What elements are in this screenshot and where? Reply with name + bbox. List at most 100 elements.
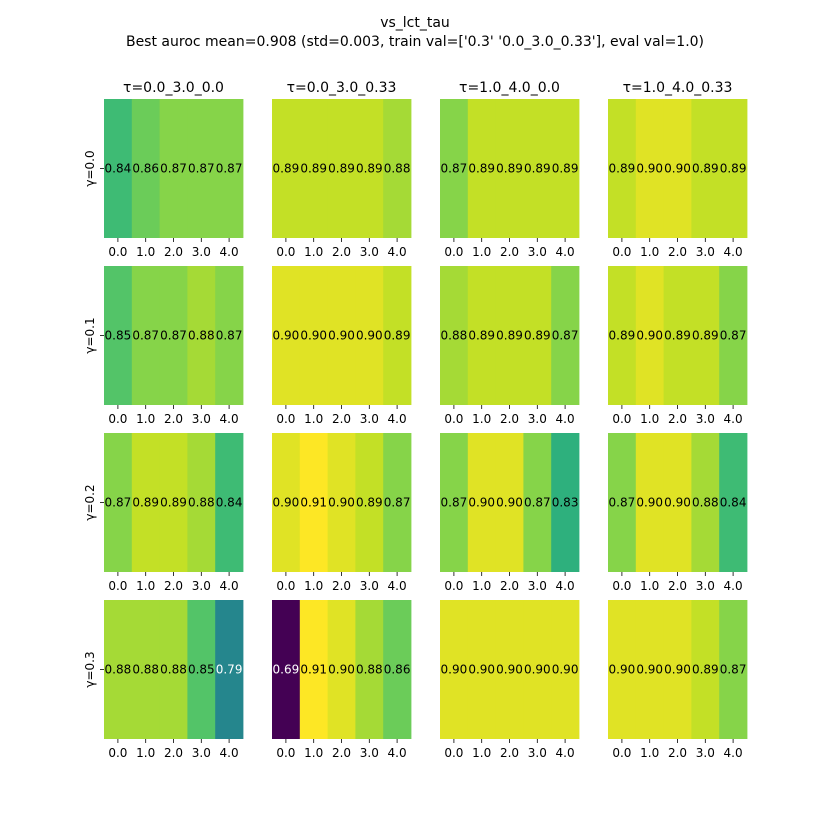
cell-value-label: 0.83 [552, 496, 579, 510]
cell-value-label: 0.89 [552, 162, 579, 176]
cell-value-label: 0.89 [720, 162, 747, 176]
cell-value-label: 0.90 [496, 496, 523, 510]
x-tick-label: 1.0 [304, 412, 323, 426]
cell-value-label: 0.89 [524, 329, 551, 343]
cell-value-label: 0.90 [328, 496, 355, 510]
heatmap-cell [383, 99, 412, 238]
cell-value-label: 0.90 [664, 663, 691, 677]
heatmap-cell [523, 266, 552, 405]
heatmap-cell [440, 433, 469, 572]
x-tick-label: 2.0 [164, 412, 183, 426]
heatmap-cell [272, 266, 301, 405]
x-tick-label: 1.0 [640, 412, 659, 426]
heatmap-cell [159, 433, 188, 572]
cell-value-label: 0.84 [105, 162, 132, 176]
cell-value-label: 0.89 [356, 496, 383, 510]
heatmap-cell [327, 433, 356, 572]
cell-value-label: 0.87 [188, 162, 215, 176]
cell-value-label: 0.85 [105, 329, 132, 343]
heatmap-cell [635, 99, 664, 238]
heatmap-cell [691, 99, 720, 238]
heatmap-cell [608, 99, 637, 238]
x-tick-label: 4.0 [724, 746, 743, 760]
heatmap-cell [272, 600, 301, 739]
row-label-1: γ=0.1 [83, 317, 97, 353]
panel-r2-c0: 0.87 0.89 0.89 0.88 0.840.0 1.0 2.0 3.0 4.0 [100, 433, 244, 593]
cell-value-label: 0.90 [328, 329, 355, 343]
heatmap-cell [467, 266, 496, 405]
x-tick-label: 1.0 [304, 746, 323, 760]
cell-value-label: 0.86 [384, 663, 411, 677]
cell-value-label: 0.90 [609, 663, 636, 677]
cell-value-label: 0.89 [384, 329, 411, 343]
cell-value-label: 0.89 [300, 162, 327, 176]
cell-value-label: 0.89 [692, 162, 719, 176]
x-tick-label: 4.0 [388, 245, 407, 259]
heatmap-cell [355, 266, 384, 405]
x-tick-label: 3.0 [528, 245, 547, 259]
panels-layer: τ=0.0_3.0_0.0 τ=0.0_3.0_0.33 τ=1.0_4.0_0.0… [83, 80, 748, 760]
heatmap-cell [215, 433, 244, 572]
x-tick-label: 1.0 [136, 746, 155, 760]
heatmap-cell [187, 433, 216, 572]
cell-value-label: 0.90 [552, 663, 579, 677]
panel-r1-c3: 0.89 0.90 0.89 0.89 0.870.0 1.0 2.0 3.0 4.0 [608, 266, 748, 426]
x-tick-label: 4.0 [388, 746, 407, 760]
cell-value-label: 0.89 [468, 162, 495, 176]
heatmap-cell [159, 99, 188, 238]
cell-value-label: 0.87 [105, 496, 132, 510]
cell-value-label: 0.89 [273, 162, 300, 176]
x-tick-label: 0.0 [444, 746, 463, 760]
x-tick-label: 4.0 [220, 579, 239, 593]
heatmap-cell [215, 266, 244, 405]
heatmap-cell [691, 433, 720, 572]
cell-value-label: 0.89 [524, 162, 551, 176]
cell-value-label: 0.88 [441, 329, 468, 343]
heatmap-cell [551, 600, 580, 739]
cell-value-label: 0.89 [609, 329, 636, 343]
x-tick-label: 3.0 [192, 579, 211, 593]
cell-value-label: 0.89 [609, 162, 636, 176]
heatmap-cell [635, 433, 664, 572]
x-tick-label: 4.0 [220, 746, 239, 760]
cell-value-label: 0.87 [216, 329, 243, 343]
cell-value-label: 0.89 [496, 162, 523, 176]
heatmap-cell [523, 99, 552, 238]
heatmap-cell [187, 99, 216, 238]
heatmap-cell [691, 600, 720, 739]
panel-r1-c2: 0.88 0.89 0.89 0.89 0.870.0 1.0 2.0 3.0 4.0 [440, 266, 580, 426]
heatmap-cell [719, 433, 748, 572]
cell-value-label: 0.90 [273, 329, 300, 343]
x-tick-label: 1.0 [640, 245, 659, 259]
x-tick-label: 0.0 [108, 412, 127, 426]
heatmap-cell [719, 99, 748, 238]
cell-value-label: 0.90 [356, 329, 383, 343]
heatmap-cell [635, 266, 664, 405]
figure-subtitle: Best auroc mean=0.908 (std=0.003, train … [126, 34, 704, 50]
x-tick-label: 3.0 [360, 579, 379, 593]
cell-value-label: 0.89 [160, 496, 187, 510]
heatmap-cell [355, 433, 384, 572]
heatmap-cell [159, 600, 188, 739]
x-tick-label: 3.0 [192, 746, 211, 760]
row-label-2: γ=0.2 [83, 484, 97, 520]
panel-r2-c2: 0.87 0.90 0.90 0.87 0.830.0 1.0 2.0 3.0 4.0 [440, 433, 580, 593]
cell-value-label: 0.89 [692, 329, 719, 343]
panel-r0-c3: 0.89 0.90 0.90 0.89 0.890.0 1.0 2.0 3.0 4.0 [608, 99, 748, 259]
x-tick-label: 3.0 [696, 412, 715, 426]
cell-value-label: 0.89 [328, 162, 355, 176]
cell-value-label: 0.90 [300, 329, 327, 343]
x-tick-label: 0.0 [444, 412, 463, 426]
x-tick-label: 3.0 [360, 746, 379, 760]
panel-r0-c1: 0.89 0.89 0.89 0.89 0.880.0 1.0 2.0 3.0 4.0 [272, 99, 412, 259]
heatmap-cell [383, 433, 412, 572]
x-tick-label: 3.0 [696, 245, 715, 259]
x-tick-label: 0.0 [612, 579, 631, 593]
cell-value-label: 0.88 [188, 329, 215, 343]
cell-value-label: 0.87 [609, 496, 636, 510]
panel-r1-c1: 0.90 0.90 0.90 0.90 0.890.0 1.0 2.0 3.0 4.0 [272, 266, 412, 426]
heatmap-cell [355, 99, 384, 238]
cell-value-label: 0.87 [441, 496, 468, 510]
x-tick-label: 4.0 [388, 579, 407, 593]
heatmap-cell [159, 266, 188, 405]
